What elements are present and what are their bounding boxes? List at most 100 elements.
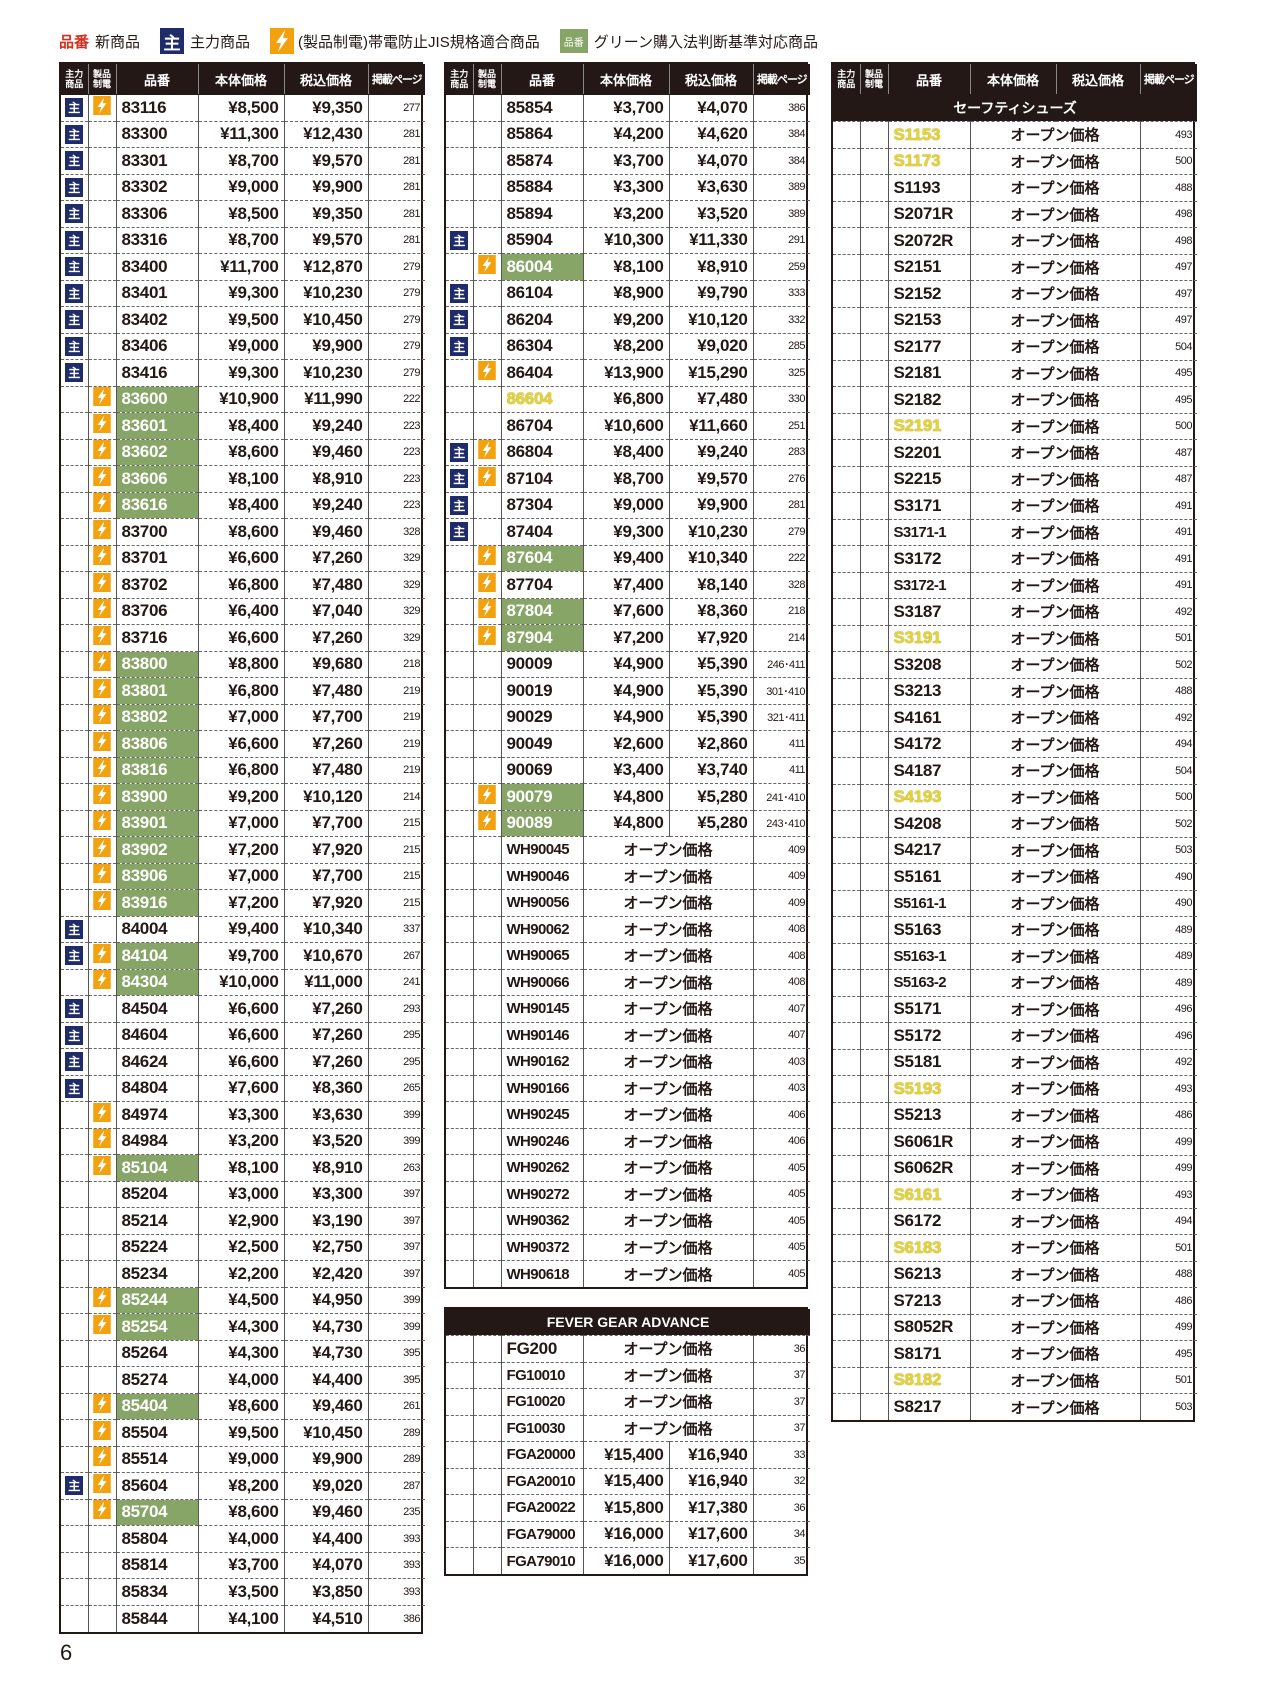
catalog-page: 333 [752, 280, 810, 307]
main-cell [61, 1419, 88, 1447]
antistatic-cell [859, 916, 888, 944]
open-price: オープン価格 [582, 1048, 753, 1076]
catalog-page: 503 [1139, 837, 1197, 864]
product-row: 主 83300 ¥11,300 ¥12,430 281 [61, 121, 425, 148]
part-number: 83916 [115, 889, 198, 917]
catalog-page: 386 [367, 1605, 425, 1632]
antistatic-cell [472, 1154, 501, 1182]
catalog-page: 337 [367, 916, 425, 943]
product-row: 85264 ¥4,300 ¥4,730 395 [61, 1340, 425, 1367]
tax-price: ¥9,460 [283, 1499, 368, 1526]
main-icon: 主 [65, 1052, 84, 1072]
tax-price: ¥9,350 [283, 94, 368, 122]
price: ¥3,400 [582, 757, 669, 784]
main-cell [61, 465, 88, 493]
price: ¥2,900 [197, 1207, 284, 1235]
catalog-page: 495 [1139, 1340, 1197, 1368]
antistatic-cell [472, 1048, 501, 1076]
main-icon: 主 [65, 363, 84, 383]
part-number: 84004 [115, 916, 198, 943]
product-row: S3191 オープン価格 501 [833, 625, 1197, 652]
table-title: FEVER GEAR ADVANCE [446, 1309, 811, 1336]
part-number: 83602 [115, 439, 198, 466]
catalog-page: 295 [367, 1048, 425, 1076]
legend-antistatic-label: (製品制電)帯電防止JIS規格適合商品 [298, 33, 540, 51]
price: ¥4,900 [582, 677, 669, 705]
main-cell [833, 916, 860, 944]
part-number: WH90372 [500, 1234, 583, 1261]
catalog-page: 267 [367, 942, 425, 970]
antistatic-cell [859, 174, 888, 202]
catalog-page: 330 [752, 386, 810, 413]
catalog-page: 214 [367, 783, 425, 811]
antistatic-cell [859, 1022, 888, 1050]
catalog-page: 281 [367, 227, 425, 254]
main-cell [61, 386, 88, 413]
main-icon: 主 [65, 999, 84, 1019]
antistatic-cell [87, 836, 116, 864]
antistatic-icon [478, 784, 496, 804]
table: 主力商品 製品制電 品番 本体価格 税込価格 掲載ページ主 83116 ¥8,500 ¥9,35… [61, 64, 425, 1632]
price: ¥7,000 [197, 863, 284, 890]
catalog-page: 498 [1139, 227, 1197, 255]
catalog-page: 279 [752, 518, 810, 546]
part-number: WH90245 [500, 1101, 583, 1129]
antistatic-cell [87, 1472, 116, 1500]
main-cell [61, 1207, 88, 1235]
open-price: オープン価格 [969, 545, 1140, 573]
antistatic-cell [859, 1075, 888, 1103]
main-cell [61, 1154, 88, 1182]
antistatic-cell [472, 677, 501, 705]
tax-price: ¥4,950 [283, 1287, 368, 1314]
catalog-page: 399 [367, 1313, 425, 1341]
antistatic-cell [859, 1367, 888, 1394]
antistatic-icon [93, 493, 111, 513]
tax-price: ¥3,520 [668, 200, 753, 228]
main-cell [446, 1234, 473, 1261]
main-cell [833, 1394, 860, 1421]
open-price: オープン価格 [582, 1335, 753, 1363]
product-row: 主 83116 ¥8,500 ¥9,350 277 [61, 94, 425, 122]
main-cell [61, 651, 88, 678]
tax-price: ¥10,450 [283, 1419, 368, 1447]
open-price: オープン価格 [969, 307, 1140, 334]
catalog-page: 261 [367, 1393, 425, 1420]
part-number: S2182 [887, 386, 970, 414]
open-price: オープン価格 [969, 1102, 1140, 1129]
part-number: 86204 [500, 306, 583, 334]
catalog-page: 215 [367, 810, 425, 837]
main-icon: 主 [450, 495, 469, 515]
antistatic-icon [93, 387, 111, 407]
section-title: セーフティシューズ [833, 94, 1197, 122]
open-price: オープン価格 [582, 995, 753, 1023]
product-row: S2153 オープン価格 497 [833, 307, 1197, 334]
tax-price: ¥4,070 [668, 147, 753, 175]
antistatic-cell [87, 1605, 116, 1632]
tax-price: ¥4,400 [283, 1525, 368, 1553]
main-cell: 主 [446, 333, 473, 360]
part-number: S5163-1 [887, 943, 970, 970]
price: ¥4,800 [582, 783, 669, 811]
catalog-page: 486 [1139, 1102, 1197, 1129]
catalog-page: 490 [1139, 863, 1197, 891]
main-cell: 主 [446, 439, 473, 466]
part-number: 85264 [115, 1340, 198, 1367]
catalog-page: 504 [1139, 757, 1197, 785]
main-cell [446, 1468, 473, 1495]
tax-price: ¥9,350 [283, 200, 368, 228]
table: 主力商品 製品制電 品番 本体価格 税込価格 掲載ページ 85854 ¥3,700 ¥4,070… [446, 64, 810, 1287]
part-number: S5193 [887, 1075, 970, 1103]
main-cell: 主 [61, 1075, 88, 1102]
tax-price: ¥7,260 [283, 995, 368, 1023]
antistatic-cell [472, 1260, 501, 1287]
main-cell [833, 386, 860, 414]
antistatic-cell [472, 1022, 501, 1049]
product-row: S4172 オープン価格 494 [833, 731, 1197, 758]
main-cell [446, 200, 473, 228]
antistatic-cell [472, 942, 501, 970]
tax-price: ¥10,340 [668, 545, 753, 572]
product-row: 主 83406 ¥9,000 ¥9,900 279 [61, 333, 425, 360]
open-price: オープン価格 [969, 810, 1140, 838]
tax-price: ¥10,340 [283, 916, 368, 943]
open-price: オープン価格 [582, 1101, 753, 1129]
